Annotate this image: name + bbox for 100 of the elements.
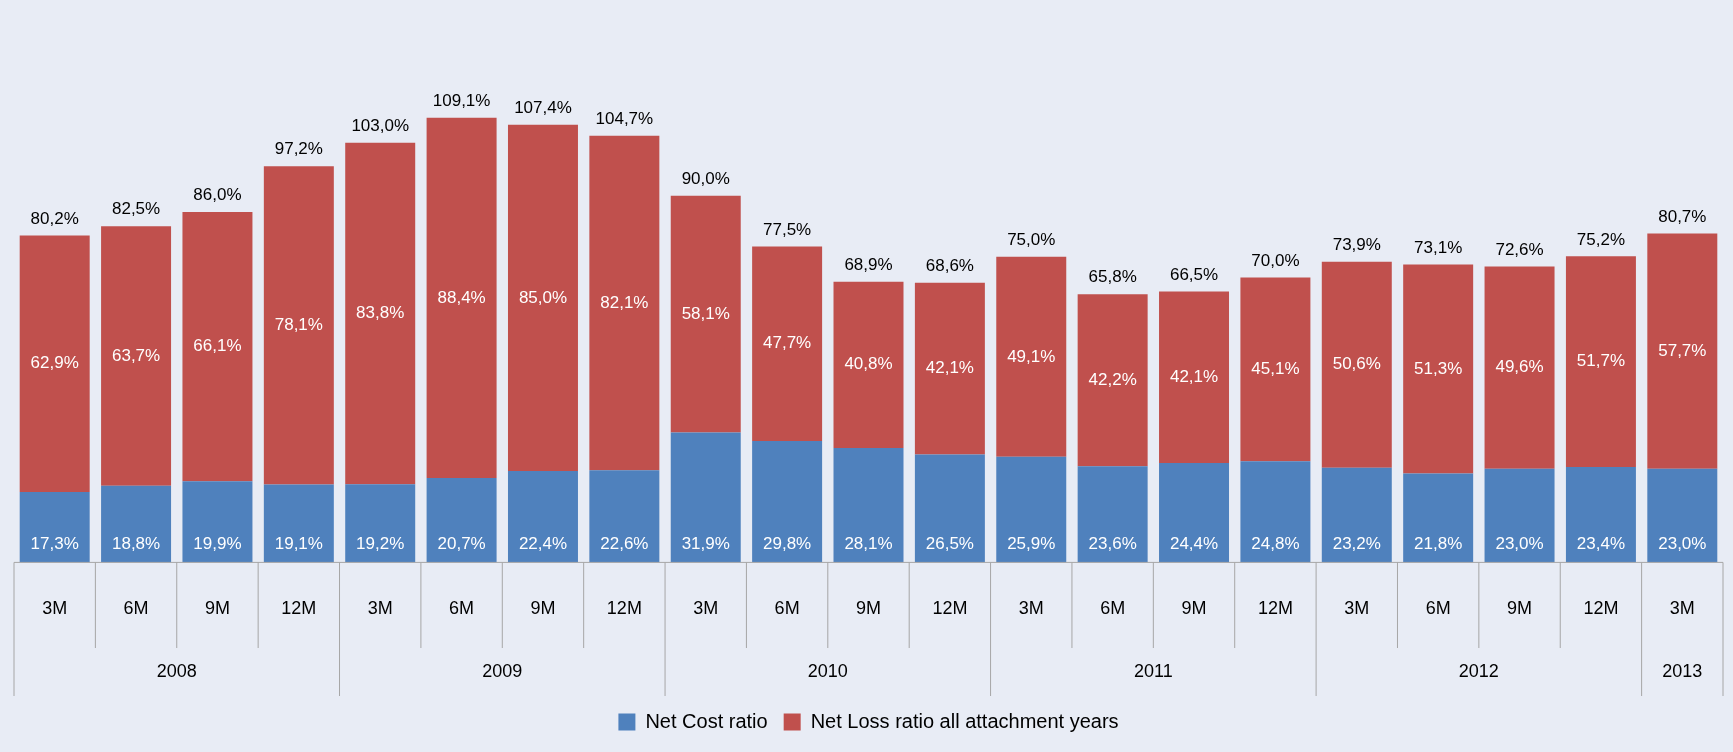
data-label: 28,1% — [844, 534, 893, 554]
total-label: 68,6% — [925, 256, 974, 276]
legend-label: Net Loss ratio all attachment years — [810, 709, 1119, 732]
total-label: 109,1% — [432, 91, 491, 110]
bar — [1077, 294, 1148, 467]
total-label: 66,5% — [1169, 264, 1219, 284]
data-label: 24,4% — [1169, 534, 1219, 554]
total-label: 90,0% — [681, 168, 730, 188]
bar — [752, 440, 823, 563]
data-label: 21,8% — [1414, 534, 1463, 554]
legend-label: Net Cost ratio — [645, 709, 768, 732]
total-label: 72,6% — [1495, 239, 1544, 259]
bar — [507, 471, 578, 563]
bar — [345, 142, 416, 485]
total-label: 73,9% — [1332, 234, 1381, 254]
data-label: 88,4% — [437, 287, 486, 307]
total-label: 65,8% — [1088, 267, 1137, 287]
data-label: 50,6% — [1332, 354, 1381, 374]
data-label: 51,3% — [1414, 358, 1463, 378]
bar — [1484, 468, 1555, 563]
x-tick-label: 9M — [855, 598, 882, 619]
text: 2010 — [807, 660, 848, 681]
data-label: 63,7% — [111, 345, 161, 365]
data-label: 31,9% — [681, 534, 730, 554]
data-label: 22,4% — [518, 534, 568, 554]
x-tick-label: 12M — [1583, 598, 1619, 619]
text: 2011 — [1133, 660, 1173, 681]
bar — [1159, 291, 1230, 463]
total-label: 68,9% — [844, 254, 893, 274]
x-tick-label: 3M — [42, 598, 68, 619]
bar — [1565, 256, 1636, 468]
x-tick-label: 6M — [449, 598, 475, 619]
x-tick-label: 6M — [774, 598, 800, 619]
bar — [670, 432, 741, 563]
x-tick-label: 12M — [1257, 598, 1293, 619]
total-label: 104,7% — [595, 108, 654, 128]
total-label: 80,7% — [1658, 206, 1707, 226]
x-tick-label: 6M — [1100, 598, 1126, 619]
bar — [1565, 467, 1636, 563]
bar — [1321, 261, 1392, 468]
bar — [19, 235, 90, 492]
x-tick-label: 12M — [932, 598, 968, 619]
data-label: 23,0% — [1495, 534, 1544, 554]
x-tick-label: 9M — [530, 598, 556, 619]
data-label: 17,3% — [30, 534, 79, 554]
bar — [589, 135, 660, 471]
x-tick-label: 9M — [1507, 598, 1533, 619]
bar — [101, 226, 172, 486]
bar — [1321, 467, 1392, 563]
total-label: 77,5% — [763, 219, 812, 239]
bar — [426, 117, 497, 479]
bar — [1484, 266, 1555, 469]
data-label: 42,1% — [925, 358, 974, 378]
bar — [19, 491, 90, 563]
data-label: 83,8% — [356, 303, 405, 323]
bar — [996, 256, 1067, 457]
data-label: 23,0% — [1658, 534, 1707, 554]
x-tick-label: 12M — [281, 598, 317, 619]
data-label: 22,6% — [600, 534, 649, 554]
bar — [833, 447, 904, 563]
total-label: 97,2% — [274, 139, 323, 159]
data-label: 19,2% — [356, 534, 405, 554]
bar — [182, 481, 253, 563]
total-label: 70,0% — [1251, 250, 1300, 270]
total-label: 86,0% — [193, 185, 242, 205]
x-tick-label: 3M — [1018, 598, 1044, 619]
total-label: 103,0% — [351, 115, 410, 135]
bar — [182, 211, 253, 482]
text: 2008 — [156, 660, 197, 681]
bar — [1240, 277, 1311, 462]
bar — [1647, 233, 1718, 469]
data-label: 82,1% — [600, 292, 649, 312]
bar — [589, 470, 660, 563]
data-label: 19,1% — [274, 534, 323, 554]
x-tick-label: 6M — [1425, 598, 1451, 619]
bar — [263, 166, 334, 485]
x-tick-label: 3M — [693, 598, 719, 619]
bar — [1403, 264, 1474, 474]
total-label: 75,0% — [1007, 229, 1056, 249]
data-label: 42,2% — [1088, 369, 1137, 389]
bar — [426, 478, 497, 563]
bar — [507, 124, 578, 472]
bar — [1077, 466, 1148, 563]
data-label: 62,9% — [30, 353, 79, 373]
data-label: 20,7% — [437, 534, 486, 554]
data-label: 23,4% — [1576, 534, 1626, 554]
x-tick-label: 3M — [1344, 598, 1370, 619]
data-label: 49,1% — [1007, 346, 1056, 366]
text: 2013 — [1662, 660, 1703, 681]
bar — [914, 282, 985, 455]
total-label: 80,2% — [30, 208, 79, 228]
data-label: 78,1% — [274, 315, 323, 335]
data-label: 42,1% — [1169, 366, 1219, 386]
total-label: 73,1% — [1414, 237, 1463, 257]
data-label: 47,7% — [763, 333, 812, 353]
bar — [1240, 461, 1311, 563]
data-label: 58,1% — [681, 303, 730, 323]
data-label: 85,0% — [518, 287, 568, 307]
text: 2009 — [482, 660, 523, 681]
bar — [101, 485, 172, 563]
